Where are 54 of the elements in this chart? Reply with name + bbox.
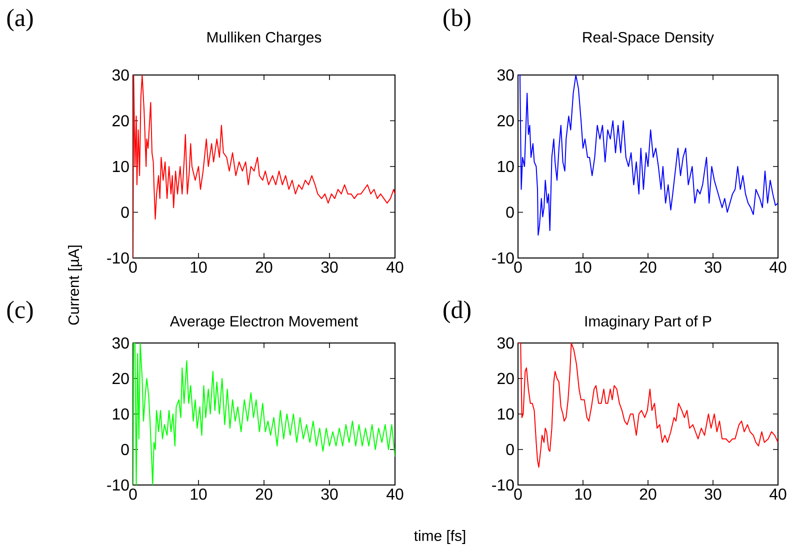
line-series bbox=[133, 74, 396, 258]
line-series bbox=[518, 343, 778, 468]
y-tick-label: 10 bbox=[498, 408, 514, 420]
y-tick-label: 20 bbox=[498, 115, 514, 126]
x-tick-label: 0 bbox=[514, 488, 522, 500]
y-tick-label: -10 bbox=[107, 252, 129, 264]
x-tick-label: 30 bbox=[321, 262, 338, 273]
x-tick-label: 10 bbox=[575, 262, 592, 273]
x-tick-label: 20 bbox=[640, 488, 656, 500]
line-series bbox=[518, 74, 778, 236]
y-tick-label: -10 bbox=[107, 479, 129, 491]
y-tick-label: 30 bbox=[112, 337, 129, 349]
text: (c) bbox=[7, 300, 33, 324]
x-tick-label: 10 bbox=[575, 488, 592, 500]
text: (d) bbox=[444, 300, 470, 324]
x-tick-label: 20 bbox=[640, 262, 656, 273]
x-tick-label: 30 bbox=[321, 488, 338, 500]
x-tick-label: 30 bbox=[704, 262, 722, 273]
x-tick-label: 30 bbox=[704, 488, 722, 500]
x-tick-label: 20 bbox=[256, 488, 272, 500]
y-tick-label: 0 bbox=[506, 206, 514, 218]
x-tick-label: 40 bbox=[386, 488, 404, 500]
text: (a) bbox=[7, 8, 33, 32]
y-tick-label: 10 bbox=[112, 160, 129, 172]
y-tick-label: 20 bbox=[498, 372, 514, 384]
y-tick-label: 10 bbox=[112, 408, 129, 420]
text: (b) bbox=[444, 8, 470, 32]
y-axis-title: Current [µA] bbox=[68, 246, 82, 325]
x-axis-title: time [fs] bbox=[414, 530, 466, 544]
x-tick-label: 10 bbox=[190, 262, 207, 273]
y-tick-label: -10 bbox=[492, 479, 514, 491]
x-tick-label: 0 bbox=[129, 488, 137, 500]
y-tick-label: 0 bbox=[121, 444, 129, 456]
y-tick-label: 30 bbox=[497, 69, 514, 81]
chart-title: Imaginary Part of P bbox=[585, 316, 712, 330]
x-tick-label: 20 bbox=[256, 262, 272, 273]
y-tick-label: 20 bbox=[112, 115, 129, 126]
chart-title: Mulliken Charges bbox=[207, 32, 322, 46]
x-tick-label: 40 bbox=[386, 262, 404, 273]
x-tick-label: 0 bbox=[514, 262, 522, 273]
y-tick-label: 0 bbox=[121, 206, 129, 218]
chart-title: Real-Space Density bbox=[583, 32, 714, 46]
y-tick-label: 10 bbox=[498, 160, 514, 172]
x-tick-label: 40 bbox=[770, 488, 786, 500]
y-tick-label: 30 bbox=[497, 337, 514, 349]
y-tick-label: -10 bbox=[492, 252, 514, 264]
x-tick-label: 40 bbox=[770, 262, 786, 273]
x-tick-label: 0 bbox=[129, 262, 137, 273]
y-tick-label: 30 bbox=[112, 69, 129, 81]
chart-title: Average Electron Movement bbox=[170, 316, 358, 330]
y-tick-label: 20 bbox=[112, 372, 129, 384]
x-tick-label: 10 bbox=[190, 488, 207, 500]
line-series bbox=[133, 343, 396, 485]
y-tick-label: 0 bbox=[506, 444, 514, 456]
